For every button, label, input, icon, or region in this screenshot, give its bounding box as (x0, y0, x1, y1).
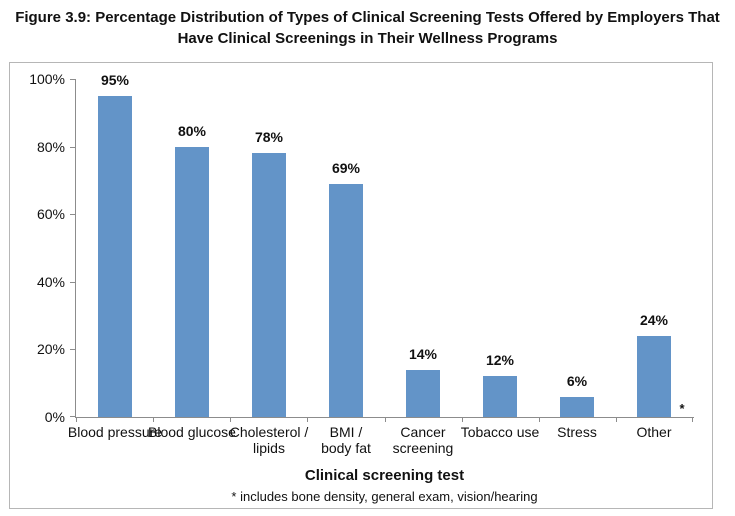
bar (175, 147, 209, 417)
bar-value-label: 69% (331, 160, 361, 176)
bar (329, 184, 363, 417)
x-category-label: Other (636, 424, 672, 440)
y-axis-line (75, 79, 76, 418)
y-tick-label: 100% (29, 71, 65, 87)
x-category-label: Blood pressure (67, 424, 163, 440)
x-category-label: Cancer screening (392, 424, 454, 456)
bar (483, 376, 517, 417)
chart-frame: * 0% 20% 40% 60% 80% 100% 95% Blood pressure 80%… (9, 62, 713, 509)
x-axis-title: Clinical screening test (304, 467, 465, 484)
x-tick-mark (462, 417, 463, 422)
x-tick-mark (539, 417, 540, 422)
chart-footnote: * includes bone density, general exam, v… (231, 489, 538, 504)
bar-value-label: 95% (100, 72, 130, 88)
bar (637, 336, 671, 417)
y-tick-mark (70, 349, 75, 351)
y-tick-mark (70, 416, 75, 417)
y-tick-mark (70, 79, 75, 80)
y-tick-label: 20% (36, 341, 65, 358)
x-category-label: Cholesterol / lipids (229, 424, 309, 456)
bar-value-label: 6% (566, 373, 588, 389)
other-footnote-marker: * (679, 401, 685, 416)
x-tick-mark (385, 417, 386, 422)
bar (560, 397, 594, 417)
y-tick-label: 0% (44, 409, 65, 425)
bar (252, 153, 286, 417)
x-category-label: Tobacco use (460, 424, 540, 440)
x-tick-mark (153, 417, 154, 422)
y-tick-mark (70, 281, 75, 283)
y-tick-label: 60% (36, 206, 65, 223)
x-tick-mark (692, 417, 693, 422)
x-category-label: BMI / body fat (321, 424, 371, 456)
x-category-label: Blood glucose (148, 424, 236, 440)
x-tick-mark (307, 417, 308, 422)
y-tick-label: 80% (36, 138, 65, 155)
bar-value-label: 12% (485, 352, 515, 368)
bar-value-label: 78% (254, 129, 284, 145)
y-tick-mark (70, 146, 75, 148)
figure-title: Figure 3.9: Percentage Distribution of T… (15, 9, 720, 47)
x-tick-mark (230, 417, 231, 422)
y-tick-mark (70, 214, 75, 216)
x-tick-mark (76, 417, 77, 422)
x-axis-line (75, 417, 694, 418)
bar-value-label: 80% (177, 123, 207, 139)
bar-value-label: 14% (408, 346, 438, 362)
bar (406, 370, 440, 417)
plot-area: * 0% 20% 40% 60% 80% 100% 95% Blood pressure 80%… (29, 71, 694, 456)
bar-value-label: 24% (639, 312, 669, 328)
y-tick-label: 40% (36, 273, 65, 290)
x-tick-mark (616, 417, 617, 422)
bar (98, 96, 132, 417)
x-category-label: Stress (557, 424, 597, 440)
